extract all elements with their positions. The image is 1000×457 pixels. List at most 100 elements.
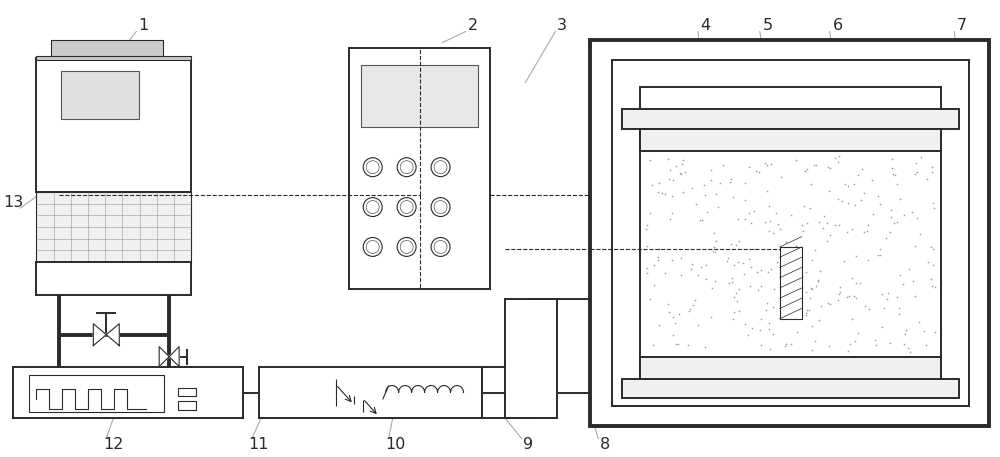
Point bbox=[674, 160, 690, 168]
Point bbox=[799, 219, 815, 227]
Point bbox=[724, 279, 740, 286]
Point bbox=[736, 270, 752, 277]
Point bbox=[901, 265, 917, 272]
Point bbox=[897, 330, 913, 337]
Point bbox=[902, 348, 918, 355]
Point bbox=[859, 227, 875, 234]
Point bbox=[673, 271, 689, 279]
Point bbox=[820, 164, 836, 171]
Point bbox=[699, 208, 715, 215]
Point bbox=[746, 245, 762, 252]
Point bbox=[870, 192, 886, 200]
Point bbox=[654, 189, 670, 197]
Point bbox=[808, 162, 824, 169]
Point bbox=[926, 205, 942, 212]
Point bbox=[874, 291, 890, 298]
Point bbox=[819, 219, 835, 227]
Point bbox=[878, 234, 894, 242]
Point bbox=[904, 208, 920, 215]
Point bbox=[765, 229, 781, 237]
Point bbox=[772, 246, 788, 254]
Point bbox=[908, 159, 924, 166]
Bar bbox=[612, 59, 969, 406]
Point bbox=[681, 308, 697, 315]
Point bbox=[844, 316, 860, 323]
Point bbox=[787, 249, 803, 256]
Point bbox=[898, 326, 914, 334]
Point bbox=[777, 274, 793, 282]
Point bbox=[765, 303, 781, 310]
Point bbox=[919, 175, 935, 182]
Point bbox=[924, 164, 940, 171]
Point bbox=[804, 322, 820, 329]
Point bbox=[698, 261, 714, 269]
Point bbox=[806, 162, 822, 169]
Bar bbox=[259, 367, 482, 419]
Bar bbox=[61, 71, 139, 119]
Point bbox=[703, 167, 719, 174]
Bar bbox=[640, 87, 941, 378]
Point bbox=[798, 312, 814, 319]
Bar bbox=[640, 151, 941, 356]
Point bbox=[872, 251, 888, 258]
Point bbox=[783, 340, 799, 348]
Point bbox=[840, 183, 856, 190]
Point bbox=[646, 282, 662, 289]
Point bbox=[707, 277, 723, 285]
Point bbox=[661, 175, 677, 183]
Point bbox=[867, 336, 883, 344]
Point bbox=[672, 170, 688, 177]
Text: 5: 5 bbox=[763, 18, 773, 33]
Point bbox=[694, 216, 710, 223]
Point bbox=[923, 275, 939, 282]
Point bbox=[891, 304, 907, 312]
Point bbox=[692, 217, 708, 224]
Point bbox=[664, 257, 680, 264]
Point bbox=[737, 320, 753, 327]
Point bbox=[830, 158, 846, 165]
Point bbox=[821, 187, 837, 195]
Point bbox=[683, 266, 699, 273]
Point bbox=[762, 345, 778, 353]
Point bbox=[783, 310, 799, 317]
Text: 2: 2 bbox=[467, 18, 478, 33]
Point bbox=[827, 154, 843, 161]
Point bbox=[759, 300, 775, 307]
Point bbox=[801, 306, 817, 314]
Point bbox=[638, 226, 654, 233]
Point bbox=[920, 259, 936, 266]
Text: 12: 12 bbox=[103, 437, 123, 452]
Point bbox=[725, 315, 741, 323]
Bar bbox=[622, 378, 959, 399]
Point bbox=[719, 257, 735, 265]
Point bbox=[651, 180, 667, 187]
Point bbox=[753, 267, 769, 274]
Point bbox=[746, 208, 762, 215]
Point bbox=[884, 164, 900, 171]
Point bbox=[642, 210, 658, 217]
Point bbox=[698, 275, 714, 282]
Point bbox=[661, 308, 677, 315]
Point bbox=[687, 297, 703, 304]
Point bbox=[827, 221, 843, 228]
Point bbox=[876, 304, 892, 312]
Point bbox=[744, 324, 760, 331]
Point bbox=[675, 189, 691, 196]
Point bbox=[741, 210, 757, 217]
Point bbox=[865, 210, 881, 218]
Point bbox=[730, 216, 746, 223]
Point bbox=[642, 156, 658, 164]
Point bbox=[650, 188, 666, 196]
Point bbox=[812, 268, 828, 275]
Point bbox=[750, 287, 766, 294]
Point bbox=[924, 282, 940, 290]
Point bbox=[737, 215, 753, 222]
Point bbox=[662, 215, 678, 223]
Point bbox=[797, 167, 813, 175]
Point bbox=[832, 289, 848, 296]
Point bbox=[896, 340, 912, 348]
Point bbox=[854, 166, 870, 173]
Point bbox=[925, 262, 941, 269]
Point bbox=[728, 289, 744, 297]
Point bbox=[857, 303, 873, 310]
